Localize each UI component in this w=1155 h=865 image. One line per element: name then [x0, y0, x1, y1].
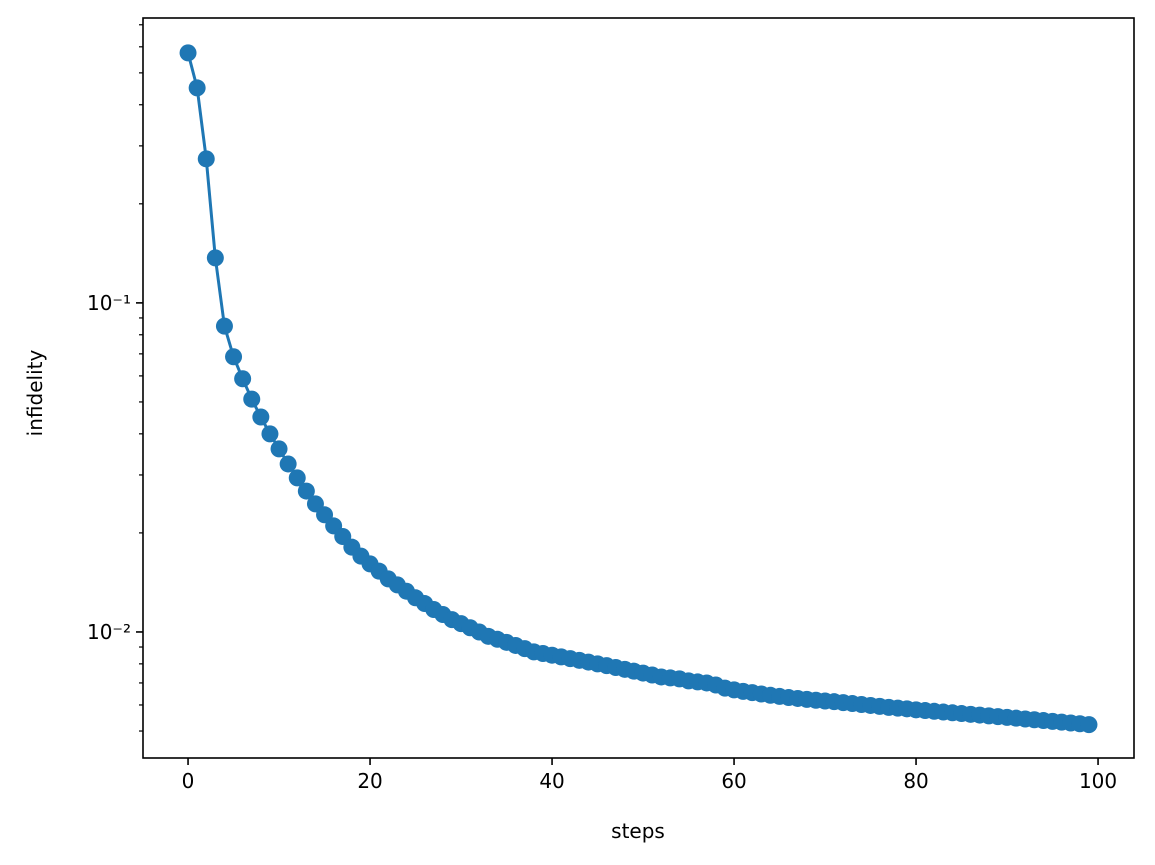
data-point: [215, 317, 233, 335]
data-point: [261, 425, 279, 443]
x-tick-label: 0: [182, 769, 195, 793]
x-tick-label: 20: [357, 769, 382, 793]
axes-frame: [142, 17, 1135, 759]
data-point: [197, 150, 215, 168]
x-axis-label: steps: [611, 819, 665, 843]
data-line: [186, 52, 1090, 727]
data-point: [297, 482, 315, 500]
data-point: [288, 469, 306, 487]
data-point: [206, 249, 224, 267]
x-tick-label: 100: [1079, 769, 1117, 793]
data-point: [234, 370, 252, 388]
data-point: [1080, 716, 1098, 734]
y-axis-label: infidelity: [23, 350, 47, 437]
data-point: [225, 348, 243, 366]
data-point: [188, 79, 206, 97]
data-point: [252, 408, 270, 426]
x-tick-label: 40: [539, 769, 564, 793]
data-point: [243, 390, 261, 408]
y-tick-label: 10⁻²: [87, 620, 131, 644]
x-tick-label: 80: [903, 769, 928, 793]
x-tick-label: 60: [721, 769, 746, 793]
data-point: [279, 455, 297, 473]
data-point: [270, 440, 288, 458]
data-point: [179, 44, 197, 62]
y-tick-label: 10⁻¹: [87, 291, 131, 315]
